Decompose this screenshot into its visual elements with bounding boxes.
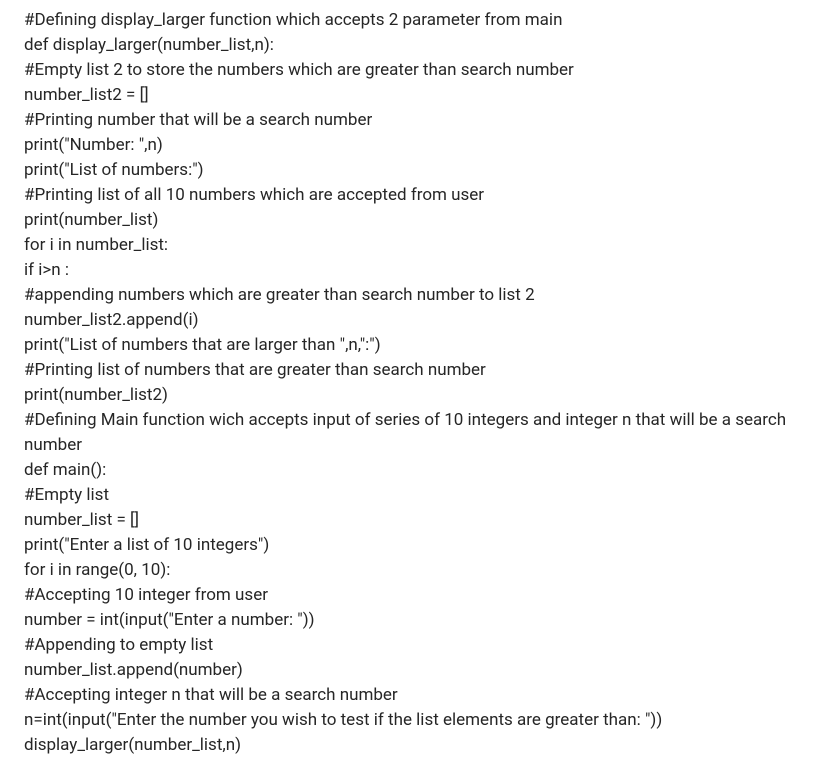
code-line: def main(): [24, 458, 812, 483]
code-line: n=int(input("Enter the number you wish t… [24, 708, 812, 733]
code-line: for i in range(0, 10): [24, 558, 812, 583]
code-line: #appending numbers which are greater tha… [24, 283, 812, 308]
code-line: #Defining display_larger function which … [24, 8, 812, 33]
code-line: print(number_list) [24, 208, 812, 233]
code-line: if i>n : [24, 258, 812, 283]
code-line: #Empty list 2 to store the numbers which… [24, 58, 812, 83]
code-line: #Printing list of numbers that are great… [24, 358, 812, 383]
code-line: print("List of numbers:") [24, 158, 812, 183]
code-line: for i in number_list: [24, 233, 812, 258]
code-line: number_list = [] [24, 508, 812, 533]
code-line: display_larger(number_list,n) [24, 733, 812, 758]
code-line: print("Enter a list of 10 integers") [24, 533, 812, 558]
code-line: #Accepting 10 integer from user [24, 583, 812, 608]
code-line: #Empty list [24, 483, 812, 508]
code-line: def display_larger(number_list,n): [24, 33, 812, 58]
code-line: print("Number: ",n) [24, 133, 812, 158]
code-line: #Defining Main function wich accepts inp… [24, 408, 812, 458]
code-line: number_list2 = [] [24, 83, 812, 108]
code-line: print("List of numbers that are larger t… [24, 333, 812, 358]
code-line: print(number_list2) [24, 383, 812, 408]
code-line: number_list.append(number) [24, 658, 812, 683]
code-line: #Accepting integer n that will be a sear… [24, 683, 812, 708]
code-line: number = int(input("Enter a number: ")) [24, 608, 812, 633]
code-line: #Printing number that will be a search n… [24, 108, 812, 133]
code-block: #Defining display_larger function which … [0, 0, 828, 766]
code-line: #Appending to empty list [24, 633, 812, 658]
code-line: #Printing list of all 10 numbers which a… [24, 183, 812, 208]
code-line: number_list2.append(i) [24, 308, 812, 333]
